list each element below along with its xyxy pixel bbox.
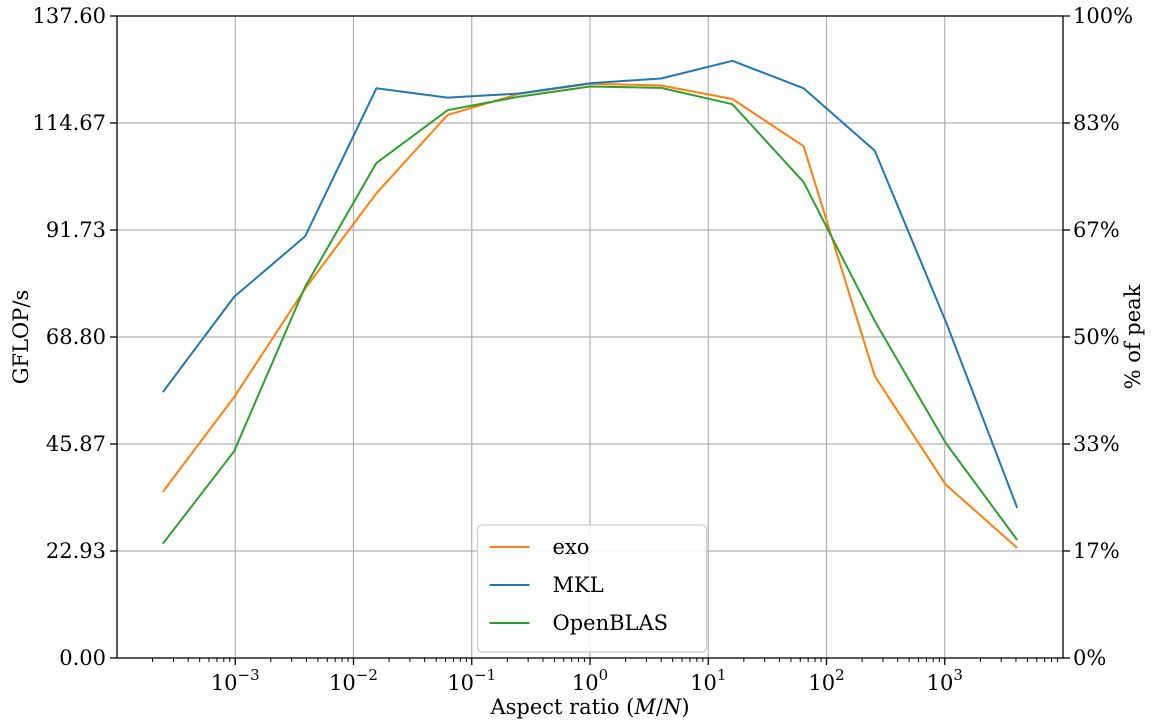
y-tick-label: 137.60 (33, 4, 106, 28)
x-tick-label: 10−1 (447, 666, 496, 695)
y2-tick-label: 33% (1073, 432, 1120, 456)
series-line-openblas (162, 85, 1019, 545)
y2-tick-label: 67% (1073, 218, 1120, 242)
y2-tick-label: 100% (1073, 4, 1133, 28)
x-tick-label: 103 (927, 666, 963, 695)
ticks-layer: 10−3 10−2 10−1 100 101 102 103 0.00 22.93 45.87 68… (33, 4, 1134, 695)
y-tick-label: 45.87 (46, 432, 106, 456)
legend-box (476, 524, 708, 653)
y2-tick-label: 50% (1073, 325, 1120, 349)
y2-axis-label: % of peak (1121, 284, 1145, 389)
y-tick-label: 68.80 (46, 325, 106, 349)
x-tick-label: 102 (808, 666, 844, 695)
legend-label: OpenBLAS (553, 611, 669, 635)
y-tick-label: 91.73 (46, 218, 106, 242)
y2-tick-label: 17% (1073, 539, 1120, 563)
y2-tick-label: 83% (1073, 111, 1120, 135)
grid (117, 16, 1063, 658)
series-line-mkl (161, 59, 1019, 509)
legend-label: MKL (553, 573, 604, 597)
legend: exo MKL OpenBLAS (476, 524, 708, 653)
series-layer (161, 59, 1019, 549)
y2-tick-label: 0% (1073, 646, 1106, 670)
y-axis-label: GFLOP/s (9, 290, 33, 385)
legend-label: exo (553, 535, 590, 559)
x-tick-label: 100 (572, 666, 608, 695)
y-tick-label: 0.00 (59, 646, 106, 670)
x-tick-label: 10−3 (211, 666, 260, 695)
x-tick-label: 101 (690, 666, 726, 695)
y-tick-label: 22.93 (46, 539, 106, 563)
x-axis-label: Aspect ratio (M/N) (489, 695, 689, 719)
x-tick-label: 10−2 (329, 666, 378, 695)
y-tick-label: 114.67 (33, 111, 106, 135)
